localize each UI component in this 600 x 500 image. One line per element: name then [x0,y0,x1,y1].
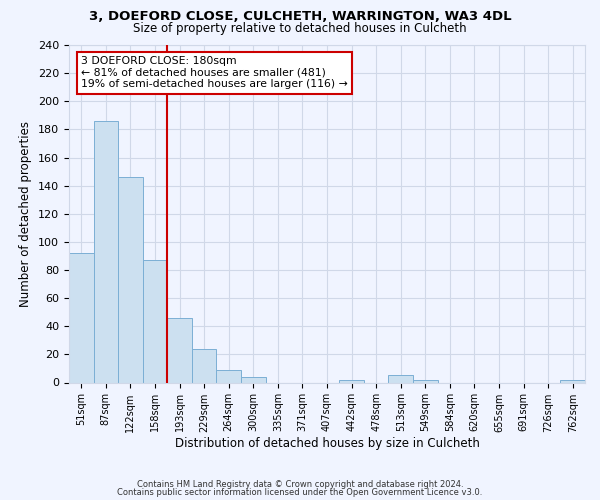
Y-axis label: Number of detached properties: Number of detached properties [19,120,32,306]
Text: Contains public sector information licensed under the Open Government Licence v3: Contains public sector information licen… [118,488,482,497]
Text: 3 DOEFORD CLOSE: 180sqm
← 81% of detached houses are smaller (481)
19% of semi-d: 3 DOEFORD CLOSE: 180sqm ← 81% of detache… [81,56,348,90]
Text: 3, DOEFORD CLOSE, CULCHETH, WARRINGTON, WA3 4DL: 3, DOEFORD CLOSE, CULCHETH, WARRINGTON, … [89,10,511,23]
Bar [143,260,167,382]
Bar [192,349,217,382]
Bar [69,253,94,382]
Bar [94,121,118,382]
Bar [241,377,266,382]
Bar [560,380,585,382]
Bar [388,376,413,382]
Text: Contains HM Land Registry data © Crown copyright and database right 2024.: Contains HM Land Registry data © Crown c… [137,480,463,489]
Bar [217,370,241,382]
Bar [118,177,143,382]
Bar [167,318,192,382]
Text: Size of property relative to detached houses in Culcheth: Size of property relative to detached ho… [133,22,467,35]
X-axis label: Distribution of detached houses by size in Culcheth: Distribution of detached houses by size … [175,437,479,450]
Bar [413,380,437,382]
Bar [339,380,364,382]
